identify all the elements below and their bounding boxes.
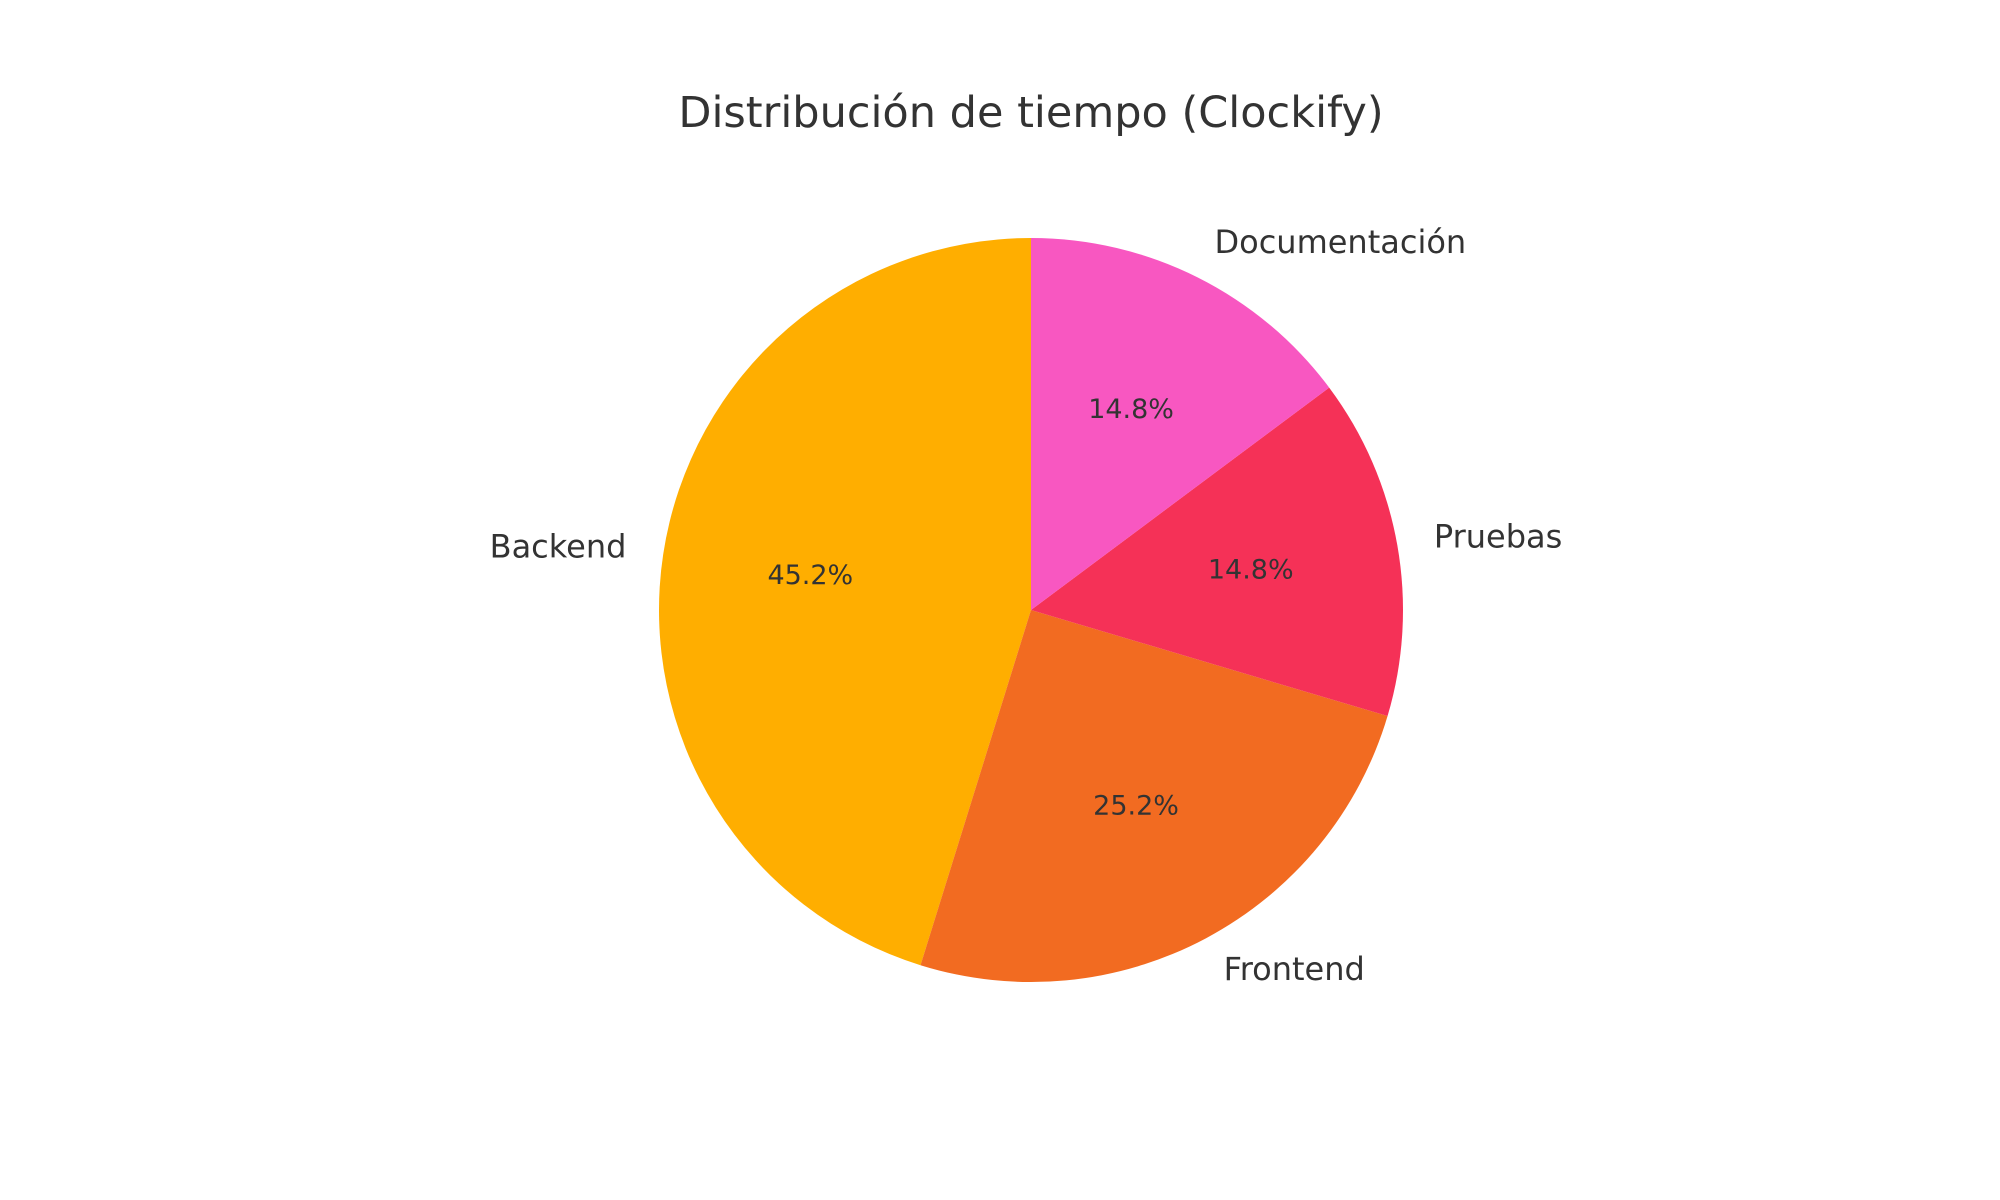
pie-slice-backend — [658, 238, 1031, 966]
pie-labels: Backend 45.2% Frontend 25.2% Pruebas 14.8% Doc… — [490, 223, 1563, 988]
chart-title: Distribución de tiempo (Clockify) — [678, 88, 1383, 138]
pie-slice-documentacion — [1031, 238, 1330, 610]
slice-pct-documentacion: 14.8% — [1088, 394, 1174, 425]
pie-slice-frontend — [920, 610, 1388, 982]
slice-pct-pruebas: 14.8% — [1208, 554, 1294, 585]
slice-pct-frontend: 25.2% — [1093, 790, 1179, 821]
slice-label-frontend: Frontend — [1224, 950, 1365, 988]
slice-label-backend: Backend — [490, 528, 627, 566]
slice-label-pruebas: Pruebas — [1434, 517, 1562, 555]
pie-slice-pruebas — [1031, 387, 1403, 717]
pie-slices — [658, 238, 1403, 982]
slice-pct-backend: 45.2% — [767, 560, 853, 591]
slice-label-documentacion: Documentación — [1214, 223, 1466, 261]
